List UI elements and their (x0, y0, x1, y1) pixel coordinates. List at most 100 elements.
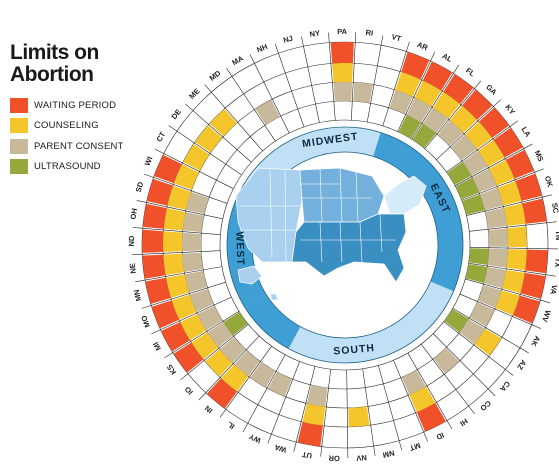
wedge-divider (432, 333, 496, 397)
wedge-divider (293, 366, 316, 452)
state-ky-counsel-cell (464, 121, 493, 150)
state-io-consent-cell (219, 337, 246, 363)
state-border (284, 169, 287, 263)
parent-consent-swatch (10, 138, 28, 154)
wedge-divider (136, 200, 223, 220)
state-border (339, 221, 343, 263)
state-label-mi: MI (151, 341, 163, 353)
state-label-mo: MO (139, 314, 152, 329)
state-ne-wait-cell (142, 254, 166, 279)
state-in-wait-cell (206, 378, 238, 409)
state-label-in: IN (203, 404, 215, 416)
state-label-vt: VT (391, 32, 403, 43)
legend-label: ULTRASOUND (34, 161, 101, 172)
state-ms-wait-cell (505, 149, 535, 179)
state-label-ny: NY (309, 28, 321, 38)
state-nd-wait-cell (142, 229, 164, 253)
state-ak-consent-cell (469, 302, 495, 327)
state-ar-wait-cell (401, 51, 430, 80)
state-label-nv: NV (356, 453, 367, 463)
state-ok-ultra-cell (462, 194, 485, 215)
wedge-divider (135, 266, 222, 283)
legend-label: PARENT CONSENT (34, 140, 124, 152)
state-sd-consent-cell (185, 191, 209, 214)
wedge-divider (411, 64, 460, 140)
state-az-ultra-cell (444, 309, 469, 333)
state-label-la: LA (520, 125, 533, 139)
wedge-divider (267, 361, 300, 444)
state-label-ok: OK (543, 175, 555, 189)
state-ks-ultra-cell (223, 311, 248, 336)
state-ring-cells (132, 32, 558, 458)
region-label-south: SOUTH (333, 342, 376, 358)
state-ut-counsel-cell (302, 403, 326, 426)
wedge-divider (154, 148, 234, 189)
state-mn-consent-cell (184, 270, 208, 293)
wedge-divider (151, 296, 232, 335)
wedge-divider (226, 67, 276, 142)
state-ok-consent-cell (479, 187, 504, 211)
wedge-divider (204, 84, 263, 152)
region-segment-south (373, 132, 463, 292)
wedge-divider (366, 35, 384, 123)
state-label-sc: SC (550, 202, 559, 214)
state-label-oh: OH (129, 208, 140, 220)
state-label-hi: HI (458, 417, 469, 429)
state-tx-ultra-cell (468, 248, 489, 266)
wedge-divider (328, 32, 336, 121)
state-mn-counsel-cell (165, 274, 190, 298)
state-ks-wait-cell (173, 342, 204, 373)
state-border (355, 171, 359, 223)
state-label-mn: MN (132, 289, 143, 302)
wedge-divider (407, 352, 453, 430)
state-label-md: MD (208, 68, 223, 83)
state-ne-consent-cell (182, 252, 203, 273)
wedge-divider (180, 324, 249, 381)
state-border (319, 167, 323, 223)
legend: Limits on Abortion WAITING PERIOD COUNSE… (10, 42, 160, 177)
state-va-wait-cell (520, 272, 546, 299)
state-label-ca: CA (498, 379, 512, 394)
wedge-divider (274, 43, 305, 128)
state-ri-consent-cell (353, 82, 373, 104)
state-label-ar: AR (416, 40, 430, 53)
legend-title: Limits on Abortion (10, 42, 160, 86)
state-mi-consent-cell (197, 305, 223, 331)
wedge-divider (465, 278, 551, 304)
state-ar-consent-cell (389, 89, 413, 115)
state-la-wait-cell (493, 127, 524, 158)
state-wi-wait-cell (154, 154, 182, 184)
state-ms-ultra-cell (455, 177, 480, 200)
state-nd-counsel-cell (163, 231, 183, 253)
state-ms-consent-cell (472, 168, 497, 193)
state-label-il: IL (225, 420, 236, 431)
state-nd-consent-cell (181, 232, 202, 252)
state-mn-wait-cell (145, 277, 171, 305)
state-ne-counsel-cell (163, 253, 185, 276)
state-tx-wait-cell (525, 249, 548, 274)
state-va-ultra-cell (465, 264, 488, 284)
wedge-divider (351, 32, 357, 121)
waiting-period-swatch (10, 97, 28, 113)
wedge-divider (132, 250, 221, 256)
state-label-pa: PA (337, 27, 348, 36)
state-ks-consent-cell (207, 322, 234, 348)
state-io-counsel-cell (205, 349, 233, 377)
state-mi-wait-cell (161, 322, 190, 352)
counseling-swatch (10, 118, 28, 133)
state-wy-consent-cell (267, 371, 292, 397)
wedge-divider (446, 120, 519, 173)
state-va-consent-cell (483, 267, 507, 289)
state-ut-consent-cell (306, 385, 328, 407)
legend-item-waiting-period: WAITING PERIOD (10, 95, 160, 115)
state-ga-wait-cell (462, 89, 493, 120)
state-ga-counsel-cell (449, 105, 478, 133)
region-segment-midwest-tail (244, 294, 301, 349)
state-mo-consent-cell (189, 288, 214, 312)
state-sd-counsel-cell (167, 185, 191, 210)
wedge-divider (469, 247, 558, 250)
state-label-az: AZ (515, 358, 528, 372)
state-va-counsel-cell (502, 269, 525, 294)
wedge-divider (397, 51, 436, 132)
